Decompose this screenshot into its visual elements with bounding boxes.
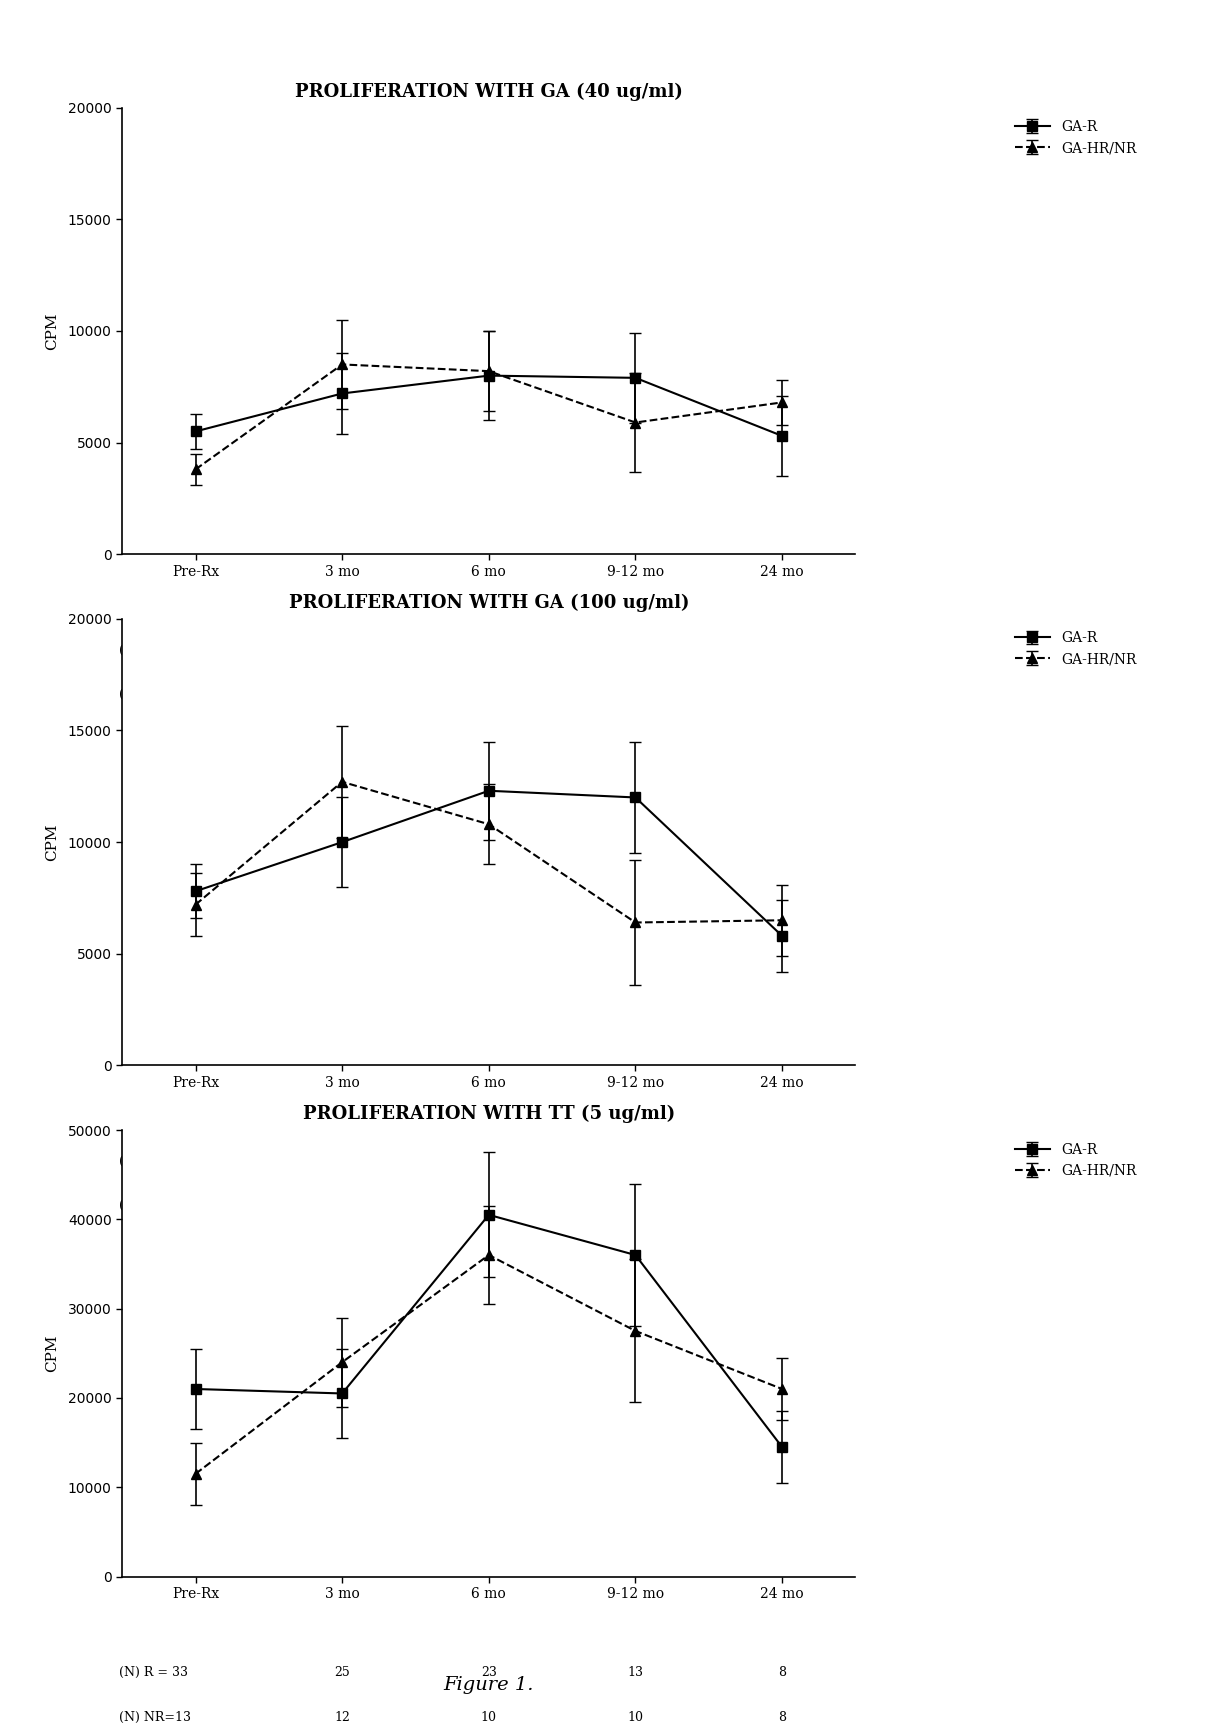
Text: Figure 1.: Figure 1. xyxy=(444,1676,534,1694)
Text: 10: 10 xyxy=(480,1711,497,1723)
Text: 8: 8 xyxy=(778,687,786,701)
Text: 25: 25 xyxy=(335,1154,349,1168)
Text: (N) NR=13: (N) NR=13 xyxy=(120,1199,192,1213)
Legend: GA-R, GA-HR/NR: GA-R, GA-HR/NR xyxy=(1009,1137,1141,1184)
Text: 10: 10 xyxy=(480,687,497,701)
Text: 23: 23 xyxy=(481,1154,496,1168)
Text: 10: 10 xyxy=(480,1199,497,1213)
Title: PROLIFERATION WITH GA (100 ug/ml): PROLIFERATION WITH GA (100 ug/ml) xyxy=(288,593,689,612)
Text: (N) NR=13: (N) NR=13 xyxy=(120,687,192,701)
Title: PROLIFERATION WITH GA (40 ug/ml): PROLIFERATION WITH GA (40 ug/ml) xyxy=(295,83,683,100)
Text: (N) R = 33: (N) R = 33 xyxy=(120,1154,188,1168)
Text: 10: 10 xyxy=(627,1711,644,1723)
Text: 13: 13 xyxy=(627,1154,644,1168)
Legend: GA-R, GA-HR/NR: GA-R, GA-HR/NR xyxy=(1009,115,1141,160)
Text: 23: 23 xyxy=(481,643,496,656)
Text: 8: 8 xyxy=(778,1154,786,1168)
Title: PROLIFERATION WITH TT (5 ug/ml): PROLIFERATION WITH TT (5 ug/ml) xyxy=(303,1104,675,1123)
Text: 12: 12 xyxy=(335,1711,349,1723)
Text: 10: 10 xyxy=(627,687,644,701)
Text: 13: 13 xyxy=(627,1666,644,1678)
Text: (N) R = 33: (N) R = 33 xyxy=(120,643,188,656)
Text: (N) R = 33: (N) R = 33 xyxy=(120,1666,188,1678)
Text: 25: 25 xyxy=(335,643,349,656)
Text: 25: 25 xyxy=(335,1666,349,1678)
Y-axis label: CPM: CPM xyxy=(45,824,60,862)
Y-axis label: CPM: CPM xyxy=(45,1335,60,1372)
Legend: GA-R, GA-HR/NR: GA-R, GA-HR/NR xyxy=(1009,625,1141,672)
Text: 13: 13 xyxy=(627,643,644,656)
Text: 10: 10 xyxy=(627,1199,644,1213)
Text: 12: 12 xyxy=(335,687,349,701)
Text: (N) NR=13: (N) NR=13 xyxy=(120,1711,192,1723)
Text: 8: 8 xyxy=(778,1666,786,1678)
Text: 23: 23 xyxy=(481,1666,496,1678)
Text: 12: 12 xyxy=(335,1199,349,1213)
Text: 8: 8 xyxy=(778,1711,786,1723)
Y-axis label: CPM: CPM xyxy=(45,312,60,350)
Text: 8: 8 xyxy=(778,643,786,656)
Text: 8: 8 xyxy=(778,1199,786,1213)
